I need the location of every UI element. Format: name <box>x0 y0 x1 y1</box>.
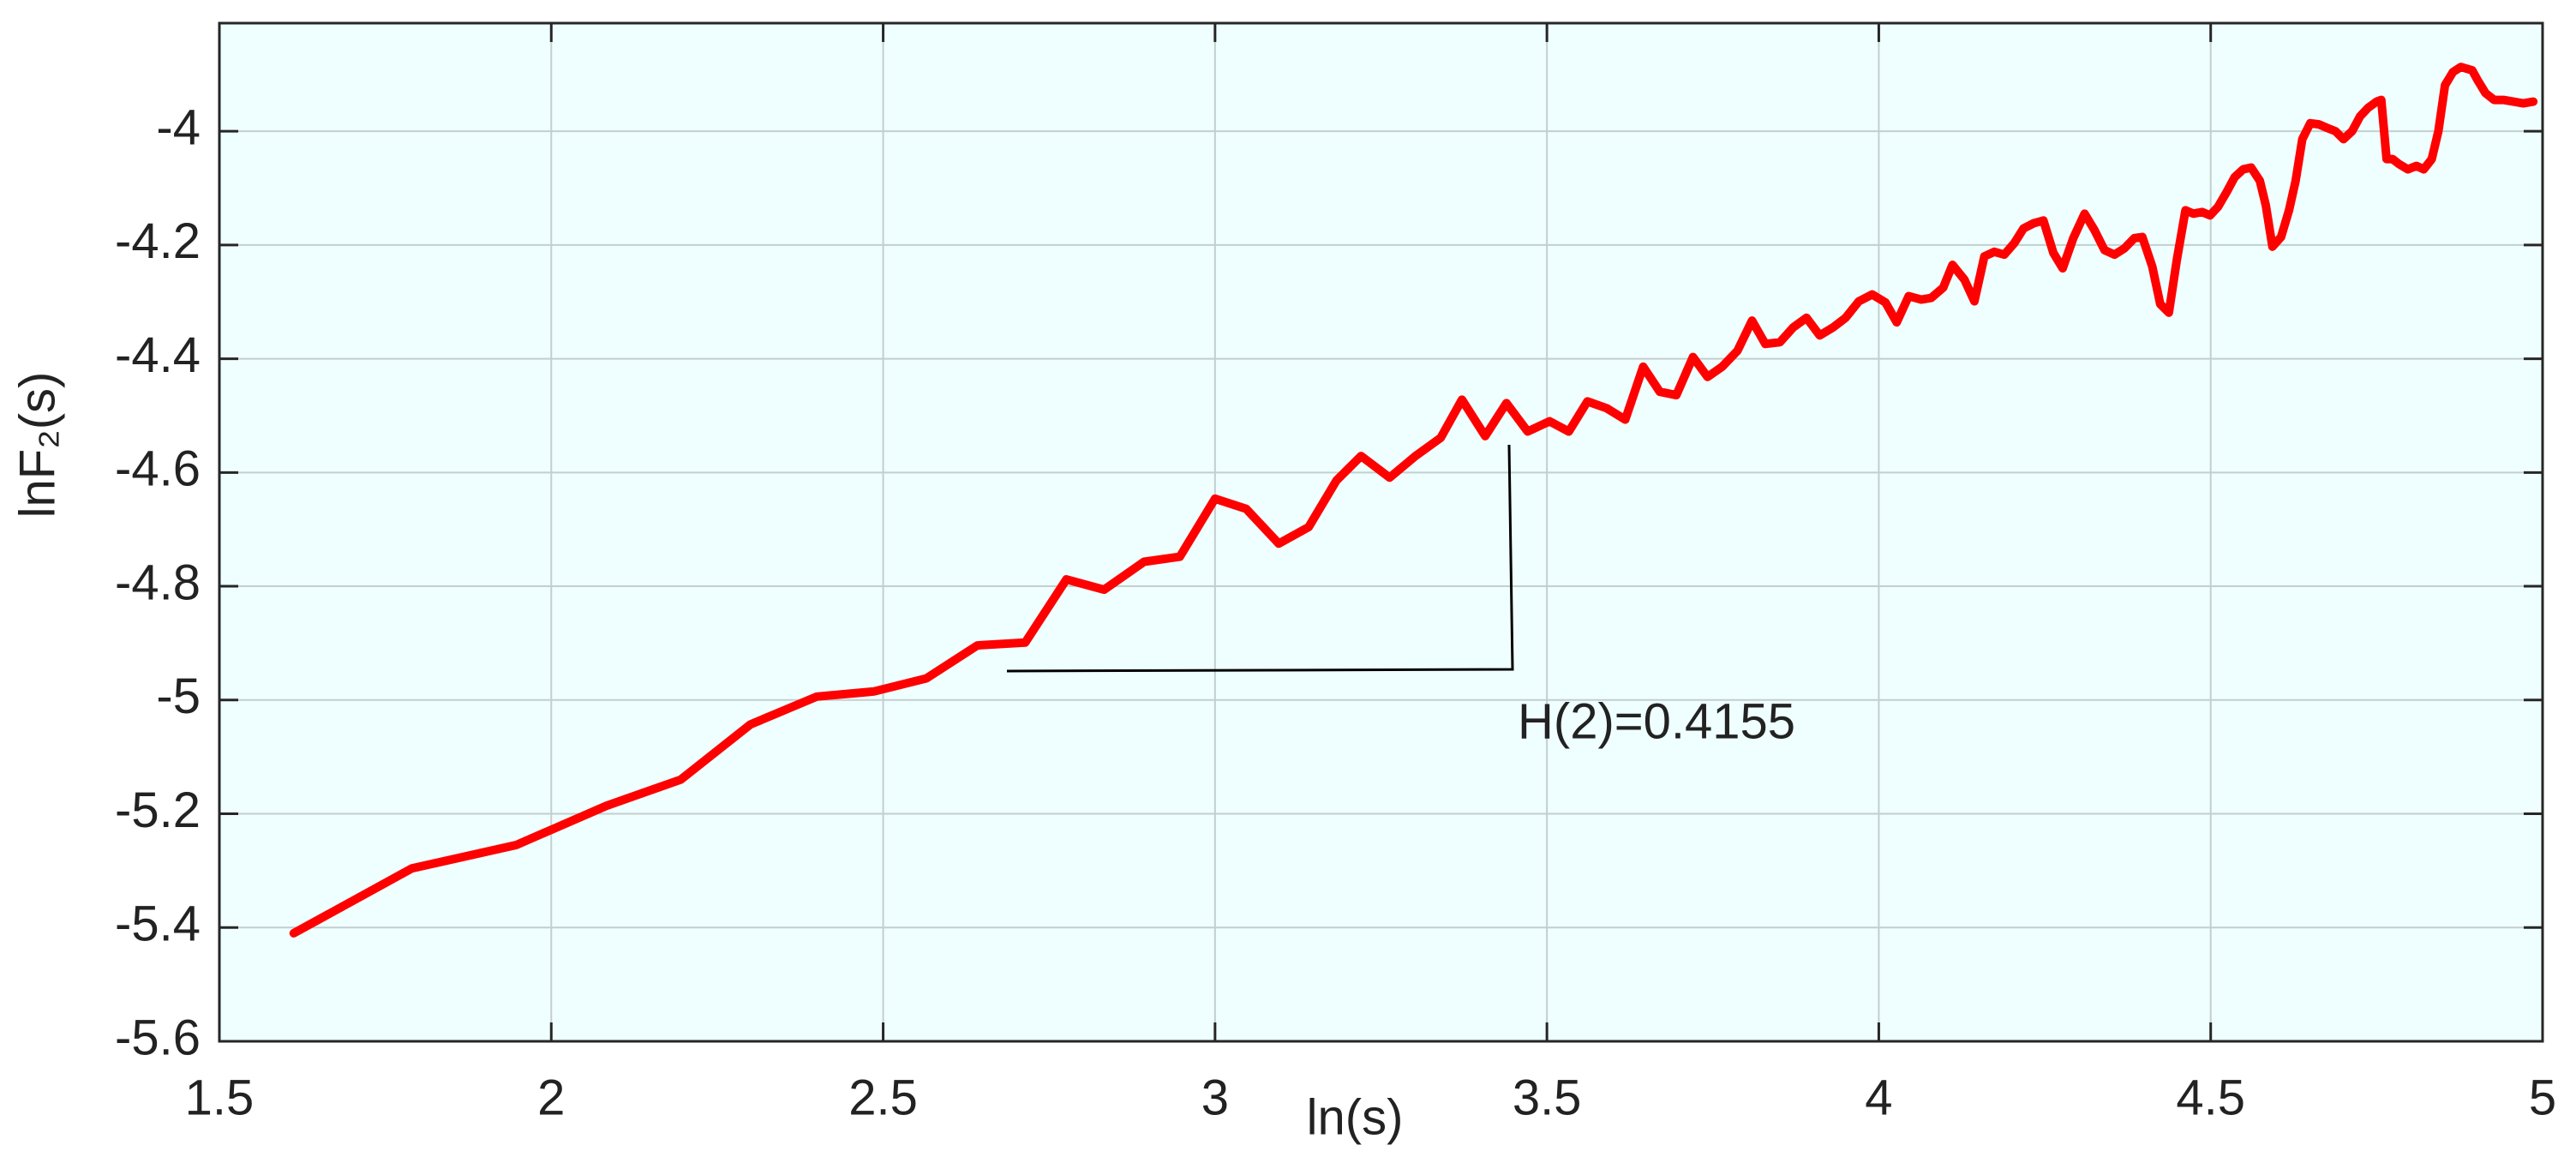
y-tick-label: -5 <box>156 668 201 724</box>
x-tick-label: 5 <box>2529 1070 2556 1125</box>
y-tick-label: -4.6 <box>115 441 201 497</box>
y-tick-label: -5.4 <box>115 896 201 952</box>
y-tick-label: -4.8 <box>115 555 201 610</box>
y-tick-label: -5.2 <box>115 782 201 838</box>
y-axis-label: lnF₂(s) <box>9 372 65 519</box>
x-tick-label: 4.5 <box>2176 1070 2245 1125</box>
y-tick-label: -4 <box>156 99 201 155</box>
x-tick-label: 3.5 <box>1513 1070 1582 1125</box>
x-tick-label: 2.5 <box>848 1070 918 1125</box>
y-tick-label: -5.6 <box>115 1010 201 1065</box>
x-tick-label: 1.5 <box>185 1070 255 1125</box>
slope-triangle <box>1006 444 1514 673</box>
axes-box <box>218 21 2544 1043</box>
series <box>289 63 2538 938</box>
x-axis-label: ln(s) <box>1307 1089 1404 1145</box>
plot-area <box>219 23 2543 1041</box>
data-line <box>289 63 2538 938</box>
x-tick-label: 3 <box>1201 1070 1229 1125</box>
y-tick-label: -4.4 <box>115 327 201 383</box>
x-tick-label: 2 <box>537 1070 565 1125</box>
annotation: H(2)=0.4155 <box>1518 693 1795 749</box>
x-tick-label: 4 <box>1865 1070 1892 1125</box>
y-tick-label: -4.2 <box>115 213 201 269</box>
